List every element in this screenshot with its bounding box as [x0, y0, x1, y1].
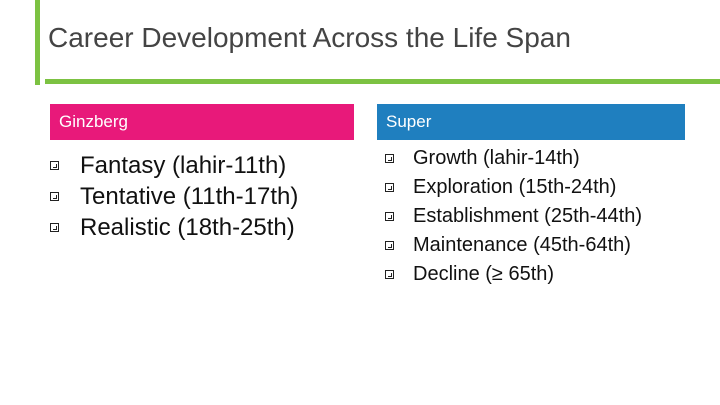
list-item: Establishment (25th-44th) — [385, 204, 695, 229]
list-item: Realistic (18th-25th) — [50, 212, 360, 243]
super-item-1: Growth (lahir-14th) — [413, 147, 580, 169]
slide-title: Career Development Across the Life Span — [48, 22, 571, 53]
super-item-5: Decline (≥ 65th) — [413, 263, 555, 285]
super-list: Growth (lahir-14th) Exploration (15th-24… — [385, 146, 695, 291]
checkbox-bullet-icon — [50, 223, 59, 232]
ginzberg-item-2: Tentative (11th-17th) — [80, 183, 299, 210]
checkbox-bullet-icon — [385, 270, 394, 279]
title-underline — [45, 79, 720, 84]
ginzberg-list: Fantasy (lahir-11th) Tentative (11th-17t… — [50, 150, 360, 243]
ginzberg-item-3: Realistic (18th-25th) — [80, 214, 295, 241]
super-item-3: Establishment (25th-44th) — [413, 205, 643, 227]
checkbox-bullet-icon — [385, 154, 394, 163]
super-header: Super — [377, 104, 685, 140]
checkbox-bullet-icon — [385, 183, 394, 192]
list-item: Growth (lahir-14th) — [385, 146, 695, 171]
super-item-4: Maintenance (45th-64th) — [413, 234, 631, 256]
checkbox-bullet-icon — [385, 212, 394, 221]
list-item: Tentative (11th-17th) — [50, 181, 360, 212]
ginzberg-header: Ginzberg — [50, 104, 354, 140]
list-item: Decline (≥ 65th) — [385, 262, 695, 287]
ginzberg-item-1: Fantasy (lahir-11th) — [80, 152, 287, 179]
list-item: Maintenance (45th-64th) — [385, 233, 695, 258]
checkbox-bullet-icon — [50, 192, 59, 201]
checkbox-bullet-icon — [50, 161, 59, 170]
checkbox-bullet-icon — [385, 241, 394, 250]
super-item-2: Exploration (15th-24th) — [413, 176, 617, 198]
list-item: Exploration (15th-24th) — [385, 175, 695, 200]
list-item: Fantasy (lahir-11th) — [50, 150, 360, 181]
left-accent-bar — [35, 0, 40, 85]
